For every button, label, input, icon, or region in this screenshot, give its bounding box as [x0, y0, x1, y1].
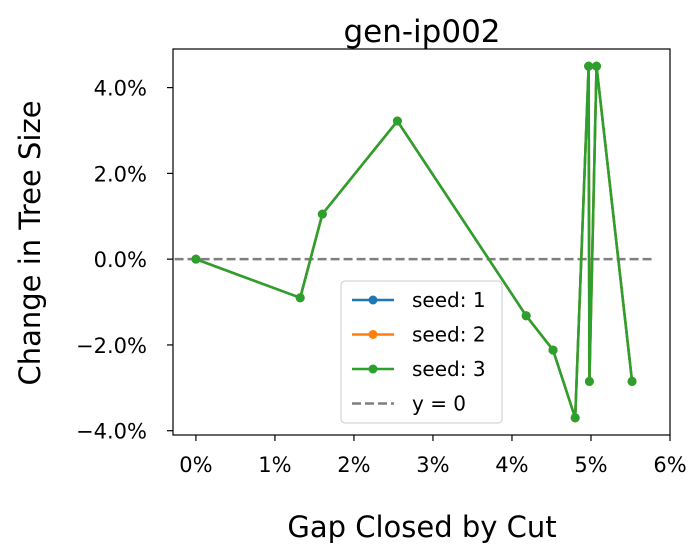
data-point — [570, 413, 580, 423]
data-point — [191, 254, 201, 264]
x-axis-title: Gap Closed by Cut — [287, 510, 556, 544]
x-axis: 0% 1% 2% 3% 4% 5% 6% — [179, 435, 687, 477]
y-tick-label: −4.0% — [76, 420, 147, 444]
y-axis: −4.0% −2.0% 0.0% 2.0% 4.0% — [76, 77, 173, 444]
legend-label: seed: 1 — [412, 288, 486, 312]
plot-area — [174, 61, 652, 423]
legend-marker — [368, 364, 378, 374]
x-tick-label: 5% — [574, 453, 607, 477]
legend-label: y = 0 — [412, 392, 466, 416]
x-tick-label: 4% — [495, 453, 528, 477]
legend-label: seed: 3 — [412, 357, 486, 381]
y-tick-label: 2.0% — [94, 162, 147, 186]
y-tick-label: 0.0% — [94, 248, 147, 272]
plot-frame — [172, 48, 671, 436]
y-axis-title: Change in Tree Size — [13, 100, 47, 385]
data-point — [584, 61, 594, 71]
data-point — [392, 116, 402, 126]
x-tick-label: 3% — [416, 453, 449, 477]
data-point — [317, 209, 327, 219]
legend-box — [340, 280, 503, 424]
legend: seed: 1 seed: 2 seed: 3 y = 0 — [340, 280, 503, 424]
data-point — [548, 345, 558, 355]
legend-marker — [368, 330, 378, 339]
data-point — [627, 376, 637, 386]
data-point — [295, 293, 305, 303]
data-point — [521, 311, 531, 321]
legend-marker — [368, 295, 378, 305]
data-point — [592, 61, 602, 71]
legend-label: seed: 2 — [412, 323, 486, 347]
chart-title: gen-ip002 — [343, 14, 500, 50]
data-point — [584, 376, 594, 386]
x-tick-label: 0% — [179, 453, 212, 477]
x-tick-label: 2% — [337, 453, 370, 477]
y-tick-label: −2.0% — [76, 334, 147, 358]
y-tick-label: 4.0% — [94, 77, 147, 101]
x-tick-label: 1% — [258, 453, 291, 477]
x-tick-label: 6% — [653, 453, 686, 477]
